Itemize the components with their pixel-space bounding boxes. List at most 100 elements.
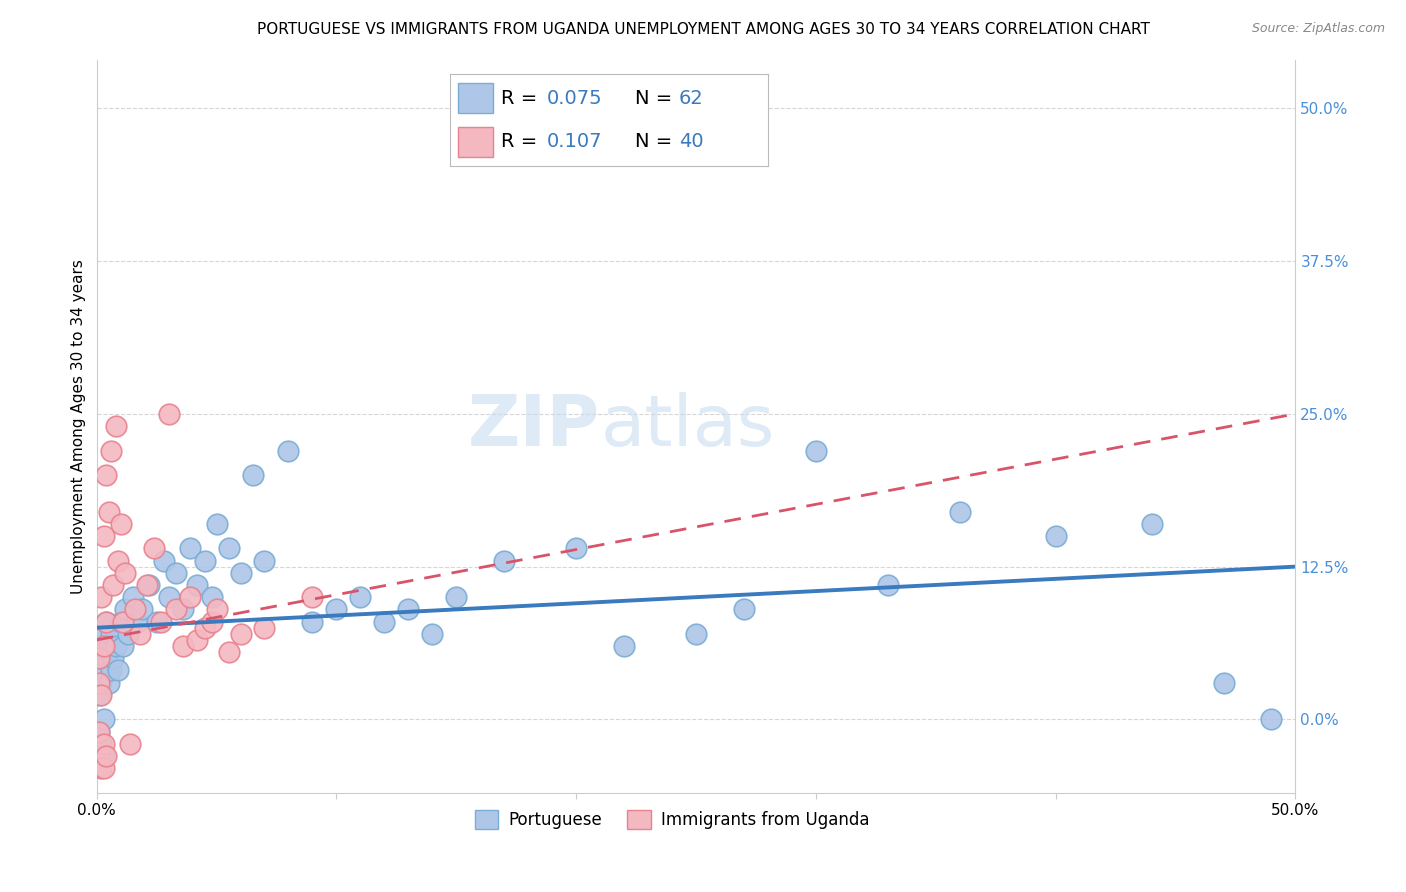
Point — [87, 724, 110, 739]
Point — [253, 621, 276, 635]
Point — [93, 712, 115, 726]
Point — [1140, 516, 1163, 531]
Point — [876, 578, 898, 592]
Point — [396, 602, 419, 616]
Point — [179, 541, 201, 556]
Point — [104, 639, 127, 653]
Point — [205, 516, 228, 531]
Point — [733, 602, 755, 616]
Point — [90, 590, 112, 604]
Point — [90, 651, 112, 665]
Point — [804, 443, 827, 458]
Point — [96, 651, 118, 665]
Point — [93, 737, 115, 751]
Point — [150, 615, 173, 629]
Point — [97, 505, 120, 519]
Point — [218, 541, 240, 556]
Point — [131, 602, 153, 616]
Point — [157, 407, 180, 421]
Point — [110, 516, 132, 531]
Point — [949, 505, 972, 519]
Point — [114, 602, 136, 616]
Point — [107, 664, 129, 678]
Point — [103, 651, 125, 665]
Point — [128, 627, 150, 641]
Point — [152, 553, 174, 567]
Point — [117, 627, 139, 641]
Point — [90, 675, 112, 690]
Point — [325, 602, 347, 616]
Point — [193, 621, 215, 635]
Point — [494, 553, 516, 567]
Point — [186, 578, 208, 592]
Point — [172, 602, 194, 616]
Point — [1260, 712, 1282, 726]
Point — [121, 590, 143, 604]
Point — [143, 541, 166, 556]
Point — [96, 615, 118, 629]
Point — [120, 737, 142, 751]
Point — [112, 639, 135, 653]
Point — [218, 645, 240, 659]
Point — [87, 688, 110, 702]
Point — [97, 675, 120, 690]
Point — [165, 602, 187, 616]
Text: PORTUGUESE VS IMMIGRANTS FROM UGANDA UNEMPLOYMENT AMONG AGES 30 TO 34 YEARS CORR: PORTUGUESE VS IMMIGRANTS FROM UGANDA UNE… — [256, 22, 1150, 37]
Point — [90, 761, 112, 775]
Point — [114, 566, 136, 580]
Point — [205, 602, 228, 616]
Point — [186, 632, 208, 647]
Point — [96, 468, 118, 483]
Point — [301, 590, 323, 604]
Y-axis label: Unemployment Among Ages 30 to 34 years: Unemployment Among Ages 30 to 34 years — [72, 259, 86, 593]
Point — [127, 615, 149, 629]
Point — [93, 627, 115, 641]
Point — [110, 615, 132, 629]
Point — [145, 615, 167, 629]
Point — [1045, 529, 1067, 543]
Point — [277, 443, 299, 458]
Point — [565, 541, 588, 556]
Point — [103, 578, 125, 592]
Point — [93, 529, 115, 543]
Point — [201, 590, 224, 604]
Point — [100, 443, 122, 458]
Point — [172, 639, 194, 653]
Point — [253, 553, 276, 567]
Point — [446, 590, 468, 604]
Point — [420, 627, 443, 641]
Point — [100, 627, 122, 641]
Point — [107, 553, 129, 567]
Point — [112, 615, 135, 629]
Point — [93, 761, 115, 775]
Point — [157, 590, 180, 604]
Point — [90, 688, 112, 702]
Legend: Portuguese, Immigrants from Uganda: Portuguese, Immigrants from Uganda — [468, 803, 876, 836]
Point — [104, 419, 127, 434]
Point — [201, 615, 224, 629]
Point — [87, 651, 110, 665]
Point — [87, 664, 110, 678]
Point — [90, 639, 112, 653]
Text: atlas: atlas — [600, 392, 775, 460]
Point — [229, 566, 252, 580]
Point — [96, 749, 118, 764]
Point — [136, 578, 159, 592]
Point — [165, 566, 187, 580]
Point — [229, 627, 252, 641]
Point — [301, 615, 323, 629]
Point — [138, 578, 160, 592]
Point — [685, 627, 707, 641]
Point — [93, 749, 115, 764]
Point — [613, 639, 636, 653]
Point — [93, 639, 115, 653]
Point — [179, 590, 201, 604]
Point — [242, 468, 264, 483]
Point — [193, 553, 215, 567]
Point — [124, 602, 146, 616]
Text: Source: ZipAtlas.com: Source: ZipAtlas.com — [1251, 22, 1385, 36]
Point — [87, 724, 110, 739]
Text: ZIP: ZIP — [468, 392, 600, 460]
Point — [96, 615, 118, 629]
Point — [1212, 675, 1234, 690]
